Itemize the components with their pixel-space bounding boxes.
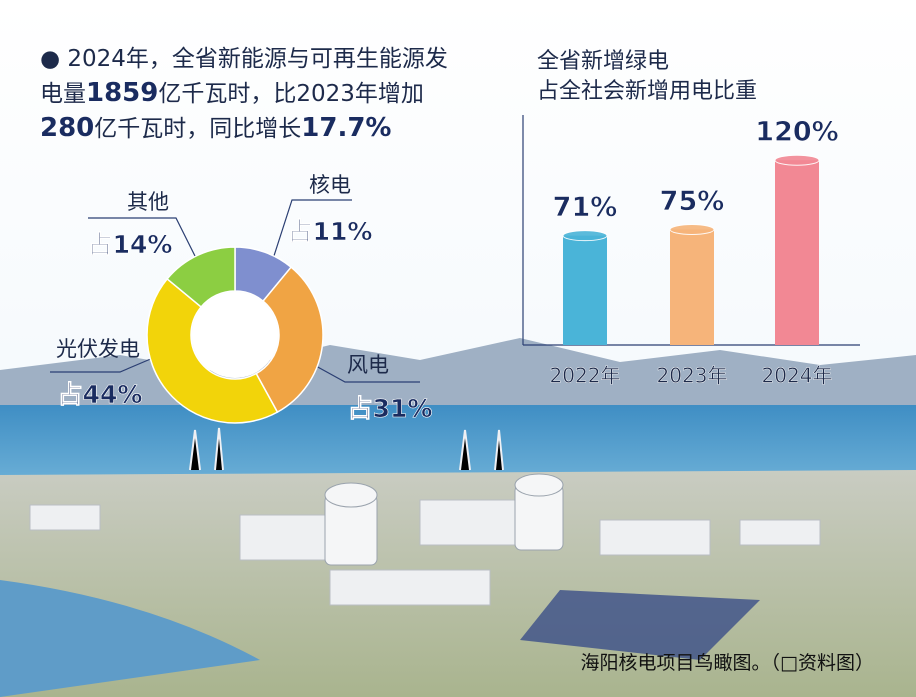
slice-label: 风电 (347, 353, 389, 377)
intro-text: ● 2024年，全省新能源与可再生能源发电量 (40, 46, 448, 107)
slice-value-label: 占31% (348, 394, 433, 423)
slice-value-label: 占11% (288, 217, 373, 246)
pie-slice (166, 246, 236, 309)
pie-slice (255, 266, 324, 414)
intro: ● 2024年，全省新能源与可再生能源发电量1859亿千瓦时，比2023年增加 2… (40, 42, 460, 146)
leader-lines (50, 199, 420, 383)
chart-title: 占全社会新增用电比重 (537, 79, 757, 104)
bar-value-label: 75% (660, 186, 725, 217)
x-tick-label: 2023年 (657, 364, 728, 388)
bar-value-label: 120% (755, 117, 838, 148)
plant (29, 499, 821, 606)
highlight-number: 17.7% (301, 113, 392, 143)
x-tick-label: 2024年 (762, 364, 833, 388)
x-tick-label: 2022年 (550, 364, 621, 388)
highlight-number: 1859 (86, 78, 159, 108)
highlight-number: 280 (40, 113, 95, 143)
bay (0, 580, 260, 697)
slice-label: 其他 (127, 190, 169, 214)
pie-hole (192, 292, 278, 378)
intro-text: 亿千瓦时，比2023年增加 (158, 81, 424, 107)
bar (670, 229, 714, 345)
slice-label: 核电 (309, 173, 351, 197)
bar-top (669, 224, 715, 235)
chart-title: 全省新增绿电 (537, 49, 669, 74)
caption: 海阳核电项目鸟瞰图。（□资料图） (580, 652, 874, 674)
slice-value-label: 占44% (58, 380, 143, 409)
slice-value-label: 占14% (88, 230, 173, 259)
reactors (324, 473, 564, 566)
bar-top (774, 154, 820, 166)
intro-text: 亿千瓦时，同比增长 (94, 116, 302, 142)
pie-slice (146, 277, 279, 424)
bar-value-label: 71% (553, 192, 618, 223)
sea (0, 405, 916, 480)
slice-label: 光伏发电 (56, 337, 140, 361)
bar (563, 235, 607, 345)
bar-top (562, 230, 608, 242)
bar (775, 160, 819, 345)
pylons (189, 427, 504, 471)
solar-field (520, 590, 760, 660)
